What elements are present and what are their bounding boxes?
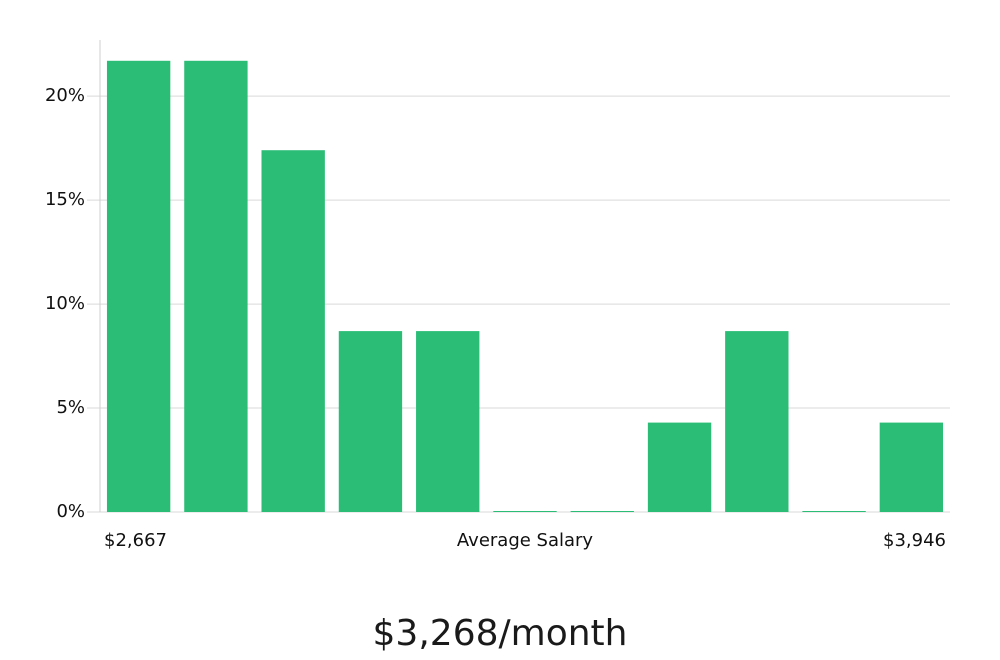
bar (647, 422, 712, 512)
bar (802, 511, 866, 512)
bar (416, 331, 480, 512)
bar (879, 422, 944, 512)
bar (338, 331, 403, 512)
bar (106, 60, 171, 513)
bar (261, 150, 325, 512)
y-tick-label: 15% (45, 189, 85, 210)
bar (570, 511, 634, 512)
bar (184, 60, 248, 513)
x-axis-label: Average Salary (457, 530, 594, 551)
y-tick-label: 10% (45, 293, 85, 314)
x-tick-label: $3,946 (883, 530, 946, 551)
footer: $3,268/month (373, 613, 628, 654)
y-tick-label: 5% (56, 397, 85, 418)
bar (493, 511, 557, 512)
y-tick-label: 20% (45, 85, 85, 106)
x-tick-label: $2,667 (104, 530, 167, 551)
y-tick-label: 0% (56, 501, 85, 522)
bar (725, 331, 789, 512)
